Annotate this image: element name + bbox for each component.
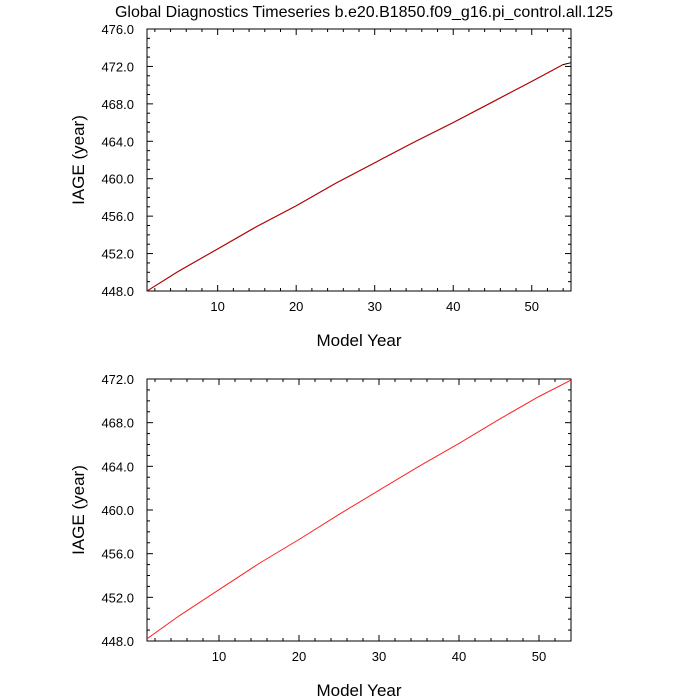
x-tick-label: 40 (446, 299, 460, 314)
y-tick-label: 460.0 (101, 503, 134, 518)
bottom-timeseries-panel: 448.0 452.0 456.0 460.0 464.0 468.0 472.0 10 20… (69, 372, 572, 700)
figure-title: Global Diagnostics Timeseries b.e20.B185… (115, 4, 613, 21)
y-axis-label: IAGE (year) (69, 115, 88, 205)
y-tick-label: 472.0 (101, 59, 134, 74)
y-tick-label: 456.0 (101, 547, 134, 562)
series-line-2 (146, 64, 564, 292)
y-axis-label: IAGE (year) (69, 465, 88, 555)
y-tick-label: 456.0 (101, 209, 134, 224)
y-tick-label: 468.0 (101, 416, 134, 431)
x-tick-label: 10 (212, 649, 226, 664)
x-tick-label: 40 (452, 649, 466, 664)
y-tick-label: 476.0 (101, 22, 134, 37)
y-tick-label: 472.0 (101, 372, 134, 387)
x-tick-label: 10 (210, 299, 224, 314)
series-line-1 (146, 62, 572, 292)
y-tick-label: 448.0 (101, 634, 134, 649)
major-ticks (147, 28, 571, 292)
series-line-1 (146, 379, 572, 640)
y-tick-label: 468.0 (101, 97, 134, 112)
y-tick-label: 448.0 (101, 284, 134, 299)
major-ticks (147, 378, 571, 642)
x-tick-label: 30 (367, 299, 381, 314)
x-tick-label: 20 (292, 649, 306, 664)
y-tick-label: 464.0 (101, 459, 134, 474)
series-group (146, 379, 572, 640)
x-tick-label: 50 (532, 649, 546, 664)
x-tick-label: 50 (525, 299, 539, 314)
y-tick-label: 460.0 (101, 172, 134, 187)
series-group (146, 62, 572, 292)
x-tick-labels: 10 20 30 40 50 (210, 299, 539, 314)
minor-ticks (147, 379, 572, 641)
plot-frame (146, 378, 572, 642)
y-tick-labels: 448.0 452.0 456.0 460.0 464.0 468.0 472.0 (101, 372, 134, 649)
minor-ticks (147, 29, 571, 291)
top-timeseries-panel: 448.0 452.0 456.0 460.0 464.0 468.0 472.0 476.0… (69, 22, 572, 350)
x-axis-label: Model Year (316, 681, 401, 700)
y-tick-labels: 448.0 452.0 456.0 460.0 464.0 468.0 472.0 476.0 (101, 22, 134, 299)
x-tick-label: 30 (372, 649, 386, 664)
plot-frame (146, 28, 572, 292)
x-tick-label: 20 (289, 299, 303, 314)
y-tick-label: 452.0 (101, 247, 134, 262)
y-tick-label: 464.0 (101, 134, 134, 149)
x-axis-label: Model Year (316, 331, 401, 350)
x-tick-labels: 10 20 30 40 50 (212, 649, 546, 664)
y-tick-label: 452.0 (101, 590, 134, 605)
